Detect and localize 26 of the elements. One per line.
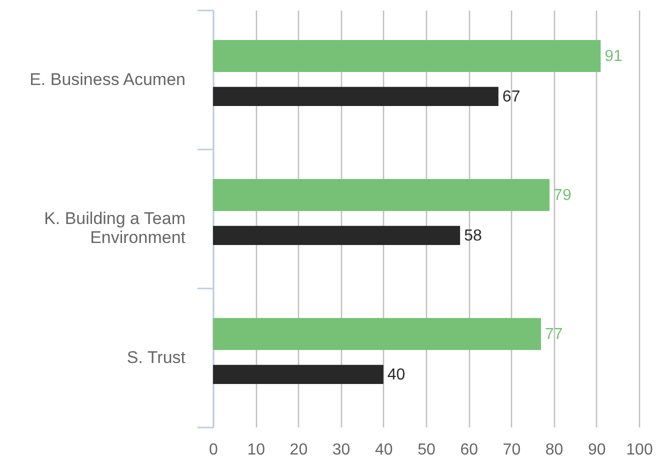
x-tick-label: 50 <box>418 442 436 458</box>
data-label: 79 <box>554 187 572 204</box>
data-label: 91 <box>604 48 623 66</box>
bar <box>213 226 460 245</box>
bar <box>213 40 601 72</box>
x-tick-label: 90 <box>588 442 606 458</box>
bar <box>213 179 550 211</box>
x-tick-label: 70 <box>502 442 521 458</box>
data-label: 58 <box>464 227 482 244</box>
x-tick-label: 0 <box>209 442 218 458</box>
x-tick-label: 100 <box>626 442 653 458</box>
x-tick-label: 10 <box>247 442 266 458</box>
y-tick-label: S. Trust <box>126 348 186 367</box>
bar <box>213 318 542 350</box>
bar <box>213 364 384 384</box>
x-tick-label: 40 <box>375 442 393 458</box>
x-tick-label: 30 <box>332 442 350 458</box>
x-tick-label: 60 <box>460 442 478 458</box>
x-tick-label: 20 <box>290 442 308 458</box>
y-tick-label: E. Business Acumen <box>30 70 186 89</box>
x-tick-label: 80 <box>545 442 564 458</box>
data-label: 67 <box>502 88 520 106</box>
y-tick-label: K. Building a Team Environment <box>44 209 186 247</box>
data-label: 40 <box>387 366 406 384</box>
bar <box>213 86 498 106</box>
data-label: 77 <box>545 326 563 344</box>
